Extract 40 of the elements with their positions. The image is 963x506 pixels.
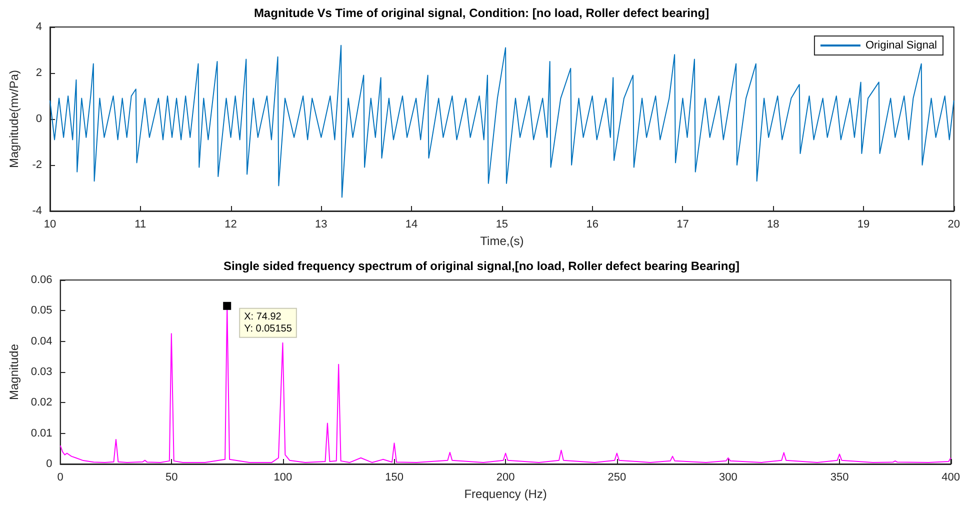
x-tick-label: 12	[224, 218, 237, 230]
annotation: X: 74.92 Y: 0.05155	[244, 311, 292, 334]
y-tick-label: 0	[36, 113, 42, 125]
x-tick-label: 16	[586, 218, 598, 230]
x-tick-label: 19	[857, 218, 870, 230]
x-tick-label: 300	[719, 472, 738, 484]
x-tick-label: 13	[315, 218, 328, 230]
x-tick-label: 17	[676, 218, 689, 230]
x-tick-label: 250	[608, 472, 626, 484]
y-tick-label: 0.05	[30, 304, 52, 317]
y-tick-label: -4	[32, 205, 42, 217]
x-tick-label: 400	[942, 472, 960, 484]
legend-label: Original Signal	[865, 40, 938, 52]
x-tick-label: 100	[274, 472, 292, 484]
x-tick-label: 150	[385, 472, 404, 484]
x-tick-label: 50	[166, 472, 178, 484]
x-tick-label: 15	[496, 218, 508, 230]
y-tick-label: 4	[36, 21, 42, 33]
x-tick-label: 0	[57, 472, 64, 484]
x-tick-label: 10	[44, 218, 56, 230]
y-tick-label: -2	[32, 159, 42, 171]
x-tick-label: 200	[496, 472, 515, 484]
y-tick-label: 0.06	[30, 274, 52, 286]
y-tick-label: 0.03	[30, 366, 52, 378]
y-axis-title: Magnitude	[7, 344, 21, 400]
y-axis-title: Magnitude(mv/Pa)	[7, 70, 21, 168]
y-tick-label: 0.01	[30, 427, 52, 440]
chart-title: Magnitude Vs Time of original signal, Condition: [no load, Roller defect bearing]	[254, 6, 710, 20]
y-tick-label: 0	[46, 458, 52, 470]
y-tick-label: 0.04	[30, 335, 52, 348]
x-axis-title: Time,(s)	[480, 234, 524, 248]
y-tick-label: 0.02	[30, 396, 52, 409]
x-axis-title: Frequency (Hz)	[464, 486, 547, 501]
chart-title: Single sided frequency spectrum of original signal,[no load, Roller defect bearing Bearing]	[223, 259, 740, 273]
x-tick-label: 20	[948, 218, 960, 230]
x-tick-label: 11	[134, 218, 146, 230]
x-tick-label: 14	[405, 218, 418, 230]
x-tick-label: 18	[766, 218, 780, 230]
y-tick-label: 2	[36, 67, 42, 79]
x-tick-label: 350	[830, 472, 849, 484]
